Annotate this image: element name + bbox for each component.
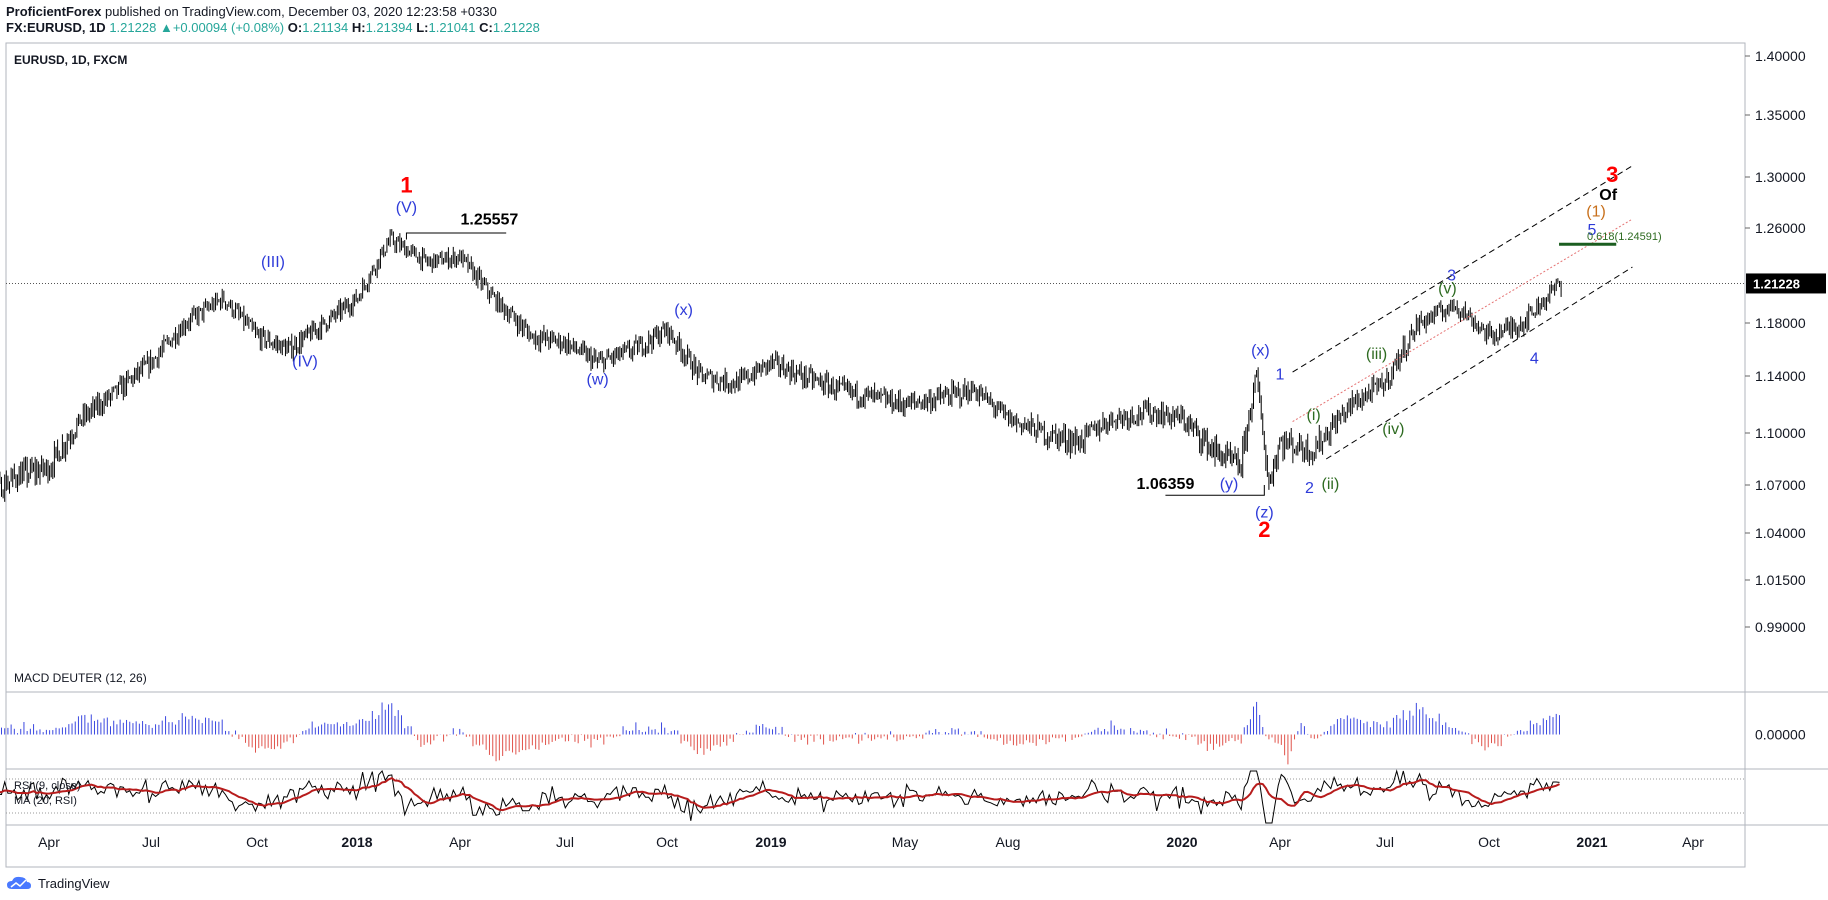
author-name[interactable]: ProficientForex — [6, 4, 102, 19]
tradingview-brand[interactable]: TradingView — [38, 875, 110, 891]
price-pane[interactable]: 1(V)1.25557(III)(IV)(w)(x)(x)(y)(z)21.06… — [0, 162, 1745, 553]
last-price-tag — [1746, 273, 1826, 294]
price-axis[interactable]: 1.21228 1.40000 1.35000 1.30000 1.26000 1.180… — [1745, 48, 1826, 743]
main-chart-title: EURUSD, 1D, FXCM — [14, 53, 127, 67]
chart-canvas[interactable]: 1(V)1.25557(III)(IV)(w)(x)(x)(y)(z)21.06… — [0, 42, 1828, 868]
last-value: 1.21228 — [109, 20, 157, 35]
high-value: 1.21394 — [365, 20, 413, 35]
wave-label: Of — [1599, 187, 1617, 204]
close-label: C: — [479, 20, 493, 35]
rsi-title: RSI (9, close) — [14, 780, 81, 792]
time-tick-label: 2019 — [755, 834, 786, 850]
wave-label: (y) — [1220, 476, 1239, 493]
wave-label: 2 — [1258, 517, 1270, 542]
price-tick-label: 1.04000 — [1755, 525, 1806, 541]
price-tick-label: 0.99000 — [1755, 619, 1806, 635]
time-tick-label: Apr — [1269, 834, 1291, 850]
open-label: O: — [287, 20, 303, 35]
time-tick-label: Oct — [246, 834, 268, 850]
wave-label: 5 — [1588, 222, 1597, 239]
wave-label: 4 — [1530, 350, 1539, 367]
chart-border — [5, 42, 1746, 868]
price-tick-label: 1.18000 — [1755, 315, 1806, 331]
up-triangle-icon: ▲ — [159, 20, 173, 35]
rsi-ma-line — [0, 776, 1560, 812]
time-tick-label: Jul — [1376, 834, 1394, 850]
close-value: 1.21228 — [492, 20, 540, 35]
time-tick-label: 2020 — [1166, 834, 1197, 850]
symbol-label: FX:EURUSD, 1D — [6, 20, 106, 35]
chart-header: ProficientForex published on TradingView… — [6, 4, 1206, 38]
change-value: +0.00094 (+0.08%) — [172, 20, 285, 35]
time-tick-label: 2021 — [1576, 834, 1607, 850]
price-tick-label: 1.10000 — [1755, 425, 1806, 441]
wave-label: (V) — [396, 199, 417, 216]
channel-line — [1292, 165, 1633, 373]
wave-label: (1) — [1586, 203, 1606, 220]
wave-label: 3 — [1447, 268, 1456, 285]
time-tick-label: Jul — [556, 834, 574, 850]
time-tick-label: Oct — [656, 834, 678, 850]
wave-label: (w) — [587, 371, 609, 388]
time-tick-label: Aug — [996, 834, 1021, 850]
wave-label: (z) — [1255, 504, 1274, 521]
time-tick-label: Apr — [38, 834, 60, 850]
ohlc-line: FX:EURUSD, 1D 1.21228 ▲+0.00094 (+0.08%)… — [6, 20, 1206, 36]
published-info: published on TradingView.com, December 0… — [104, 4, 497, 19]
time-tick-label: May — [892, 834, 918, 850]
wave-label: (ii) — [1322, 476, 1340, 493]
wave-label: (iv) — [1382, 421, 1404, 438]
price-tick-label: 1.40000 — [1755, 48, 1806, 64]
wave-label: 0.618(1.24591) — [1587, 231, 1662, 243]
rsi-pane[interactable] — [0, 769, 1745, 824]
time-tick-label: Apr — [449, 834, 471, 850]
time-tick-label: Jul — [142, 834, 160, 850]
wave-label: 2 — [1305, 480, 1314, 497]
high-marker — [405, 232, 507, 240]
rsi-line — [0, 769, 1560, 824]
midline — [1292, 218, 1633, 423]
wave-label: (III) — [261, 254, 285, 271]
time-tick-label: 2018 — [341, 834, 372, 850]
wave-label: (x) — [1251, 343, 1270, 360]
wave-label: 1 — [400, 173, 412, 198]
high-label: H: — [351, 20, 366, 35]
macd-pane[interactable] — [0, 701, 1560, 765]
tradingview-cloud-icon — [7, 876, 31, 889]
price-tick-label: 1.01500 — [1755, 572, 1806, 588]
low-label: L: — [416, 20, 429, 35]
price-tick-label: 1.07000 — [1755, 477, 1806, 493]
wave-label: 3 — [1606, 162, 1618, 187]
wave-label: 1 — [1276, 367, 1285, 384]
wave-label: (i) — [1306, 407, 1320, 424]
price-tick-label: 1.30000 — [1755, 169, 1806, 185]
open-value: 1.21134 — [302, 20, 349, 35]
low-value: 1.21041 — [428, 20, 476, 35]
price-tick-label: 1.35000 — [1755, 107, 1806, 123]
time-tick-label: Apr — [1682, 834, 1704, 850]
last-price-label: 1.21228 — [1753, 276, 1800, 291]
chart-frame — [5, 42, 1828, 868]
wave-label: (iii) — [1366, 346, 1387, 363]
wave-label: (x) — [674, 302, 693, 319]
rsi-ma-title: MA (20, RSI) — [14, 795, 77, 807]
macd-tick-label: 0.00000 — [1755, 727, 1806, 743]
wave-label: (v) — [1438, 280, 1457, 297]
time-axis[interactable]: Apr Jul Oct 2018 Apr Jul Oct 2019 May Aug 2020 Apr J… — [38, 834, 1704, 850]
wave-label: 1.25557 — [460, 211, 518, 228]
time-tick-label: Oct — [1478, 834, 1500, 850]
footer: TradingView — [6, 872, 110, 894]
price-tick-label: 1.26000 — [1755, 220, 1806, 236]
price-tick-label: 1.14000 — [1755, 368, 1806, 384]
macd-title: MACD DEUTER (12, 26) — [14, 671, 147, 685]
low-marker — [1165, 485, 1265, 496]
channel-line — [1325, 266, 1633, 460]
wave-label: 1.06359 — [1137, 476, 1195, 493]
wave-label: (IV) — [292, 354, 318, 371]
